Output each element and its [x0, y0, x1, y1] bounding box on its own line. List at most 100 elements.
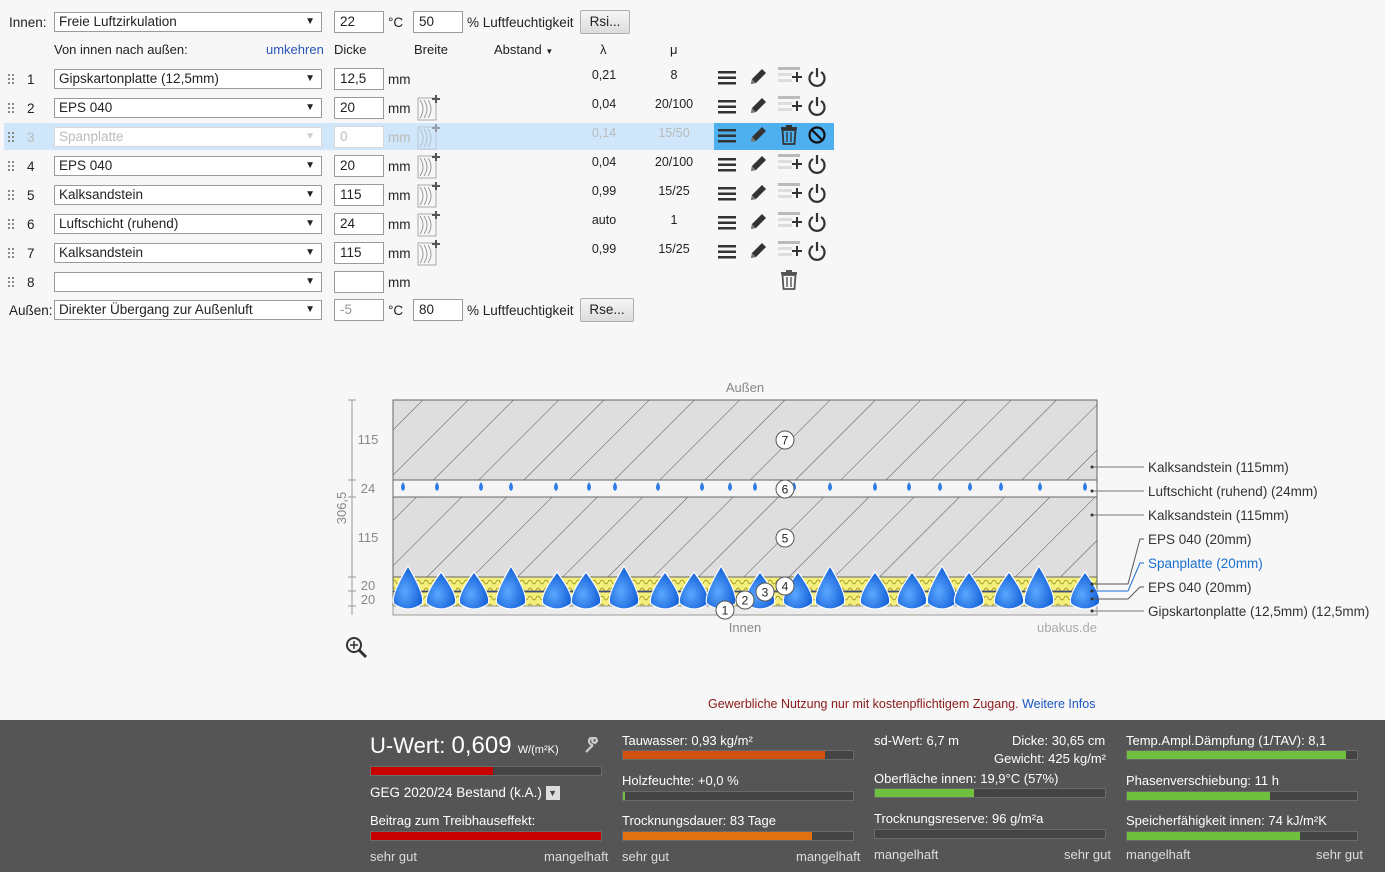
- layer-material-select[interactable]: EPS 040 ▼: [54, 156, 322, 176]
- add-width-icon[interactable]: [417, 182, 441, 211]
- layer-lambda: 0,14: [591, 126, 617, 140]
- add-width-icon[interactable]: [417, 124, 441, 153]
- inner-condition-select[interactable]: Freie Luftzirkulation ▼: [54, 12, 322, 32]
- layer-menu-icon[interactable]: [718, 186, 740, 208]
- layer-thickness-input[interactable]: [334, 271, 384, 293]
- wrench-icon[interactable]: [583, 735, 601, 755]
- power-toggle-icon[interactable]: [807, 183, 829, 205]
- layer-material-select[interactable]: Gipskartonplatte (12,5mm) ▼: [54, 69, 322, 89]
- layer-material-select[interactable]: Spanplatte ▼: [54, 127, 322, 147]
- add-layer-icon[interactable]: [778, 239, 802, 261]
- outer-temp-input[interactable]: -5: [334, 299, 384, 321]
- edit-pencil-icon[interactable]: [748, 241, 770, 263]
- layer-thickness-unit: mm: [388, 217, 411, 232]
- layer-menu-icon[interactable]: [718, 99, 740, 121]
- power-toggle-icon[interactable]: [807, 154, 829, 176]
- layer-material-select[interactable]: Kalksandstein ▼: [54, 185, 322, 205]
- dropdown-icon[interactable]: ▼: [545, 786, 560, 801]
- layer-menu-icon[interactable]: [718, 157, 740, 179]
- condensation-drop-small: [938, 482, 942, 491]
- layer-thickness-input[interactable]: 24: [334, 213, 384, 235]
- layer-mu: 15/25: [658, 242, 690, 256]
- trocknung-gauge-fill: [623, 832, 812, 840]
- drag-handle-icon[interactable]: [8, 190, 16, 202]
- drag-handle-icon[interactable]: [8, 161, 16, 173]
- condensation-drop-small: [907, 482, 911, 491]
- rsi-button[interactable]: Rsi...: [580, 10, 630, 34]
- inner-humidity-input[interactable]: 50: [413, 11, 463, 33]
- layer-thickness-input[interactable]: 12,5: [334, 68, 384, 90]
- edit-pencil-icon[interactable]: [748, 67, 770, 89]
- drag-handle-icon[interactable]: [8, 219, 16, 231]
- drag-handle-icon[interactable]: [8, 132, 16, 144]
- caret-down-icon: ▼: [545, 47, 554, 56]
- layer-thickness-input[interactable]: 20: [334, 155, 384, 177]
- layer-marker-number: 6: [782, 483, 789, 497]
- layer-thickness-input[interactable]: 115: [334, 184, 384, 206]
- drag-handle-icon[interactable]: [8, 248, 16, 260]
- col-mu: μ: [670, 42, 678, 57]
- add-layer-icon[interactable]: [778, 65, 802, 87]
- add-width-icon[interactable]: [417, 153, 441, 182]
- more-info-link[interactable]: Weitere Infos: [1022, 697, 1096, 711]
- outer-condition-select[interactable]: Direkter Übergang zur Außenluft ▼: [54, 300, 322, 320]
- power-toggle-icon[interactable]: [807, 212, 829, 234]
- legend-leader-dot: [1090, 582, 1094, 586]
- delete-trash-icon[interactable]: [780, 125, 802, 147]
- delete-trash-icon[interactable]: [780, 270, 802, 292]
- layer-menu-icon[interactable]: [718, 244, 740, 266]
- uwert-gauge-fill: [371, 767, 493, 775]
- condensation-drop: [570, 570, 602, 610]
- reverse-link[interactable]: umkehren: [266, 42, 324, 57]
- scale-good-4: sehr gut: [1316, 847, 1363, 862]
- condensation-drop: [859, 570, 891, 610]
- outer-humidity-input[interactable]: 80: [413, 299, 463, 321]
- drag-handle-icon[interactable]: [8, 277, 16, 289]
- layer-menu-icon[interactable]: [718, 215, 740, 237]
- power-toggle-icon[interactable]: [807, 67, 829, 89]
- layer-thickness-input[interactable]: 20: [334, 97, 384, 119]
- layer-thickness-input[interactable]: 0: [334, 126, 384, 148]
- edit-pencil-icon[interactable]: [748, 96, 770, 118]
- layer-thickness-input[interactable]: 115: [334, 242, 384, 264]
- edit-pencil-icon[interactable]: [748, 154, 770, 176]
- condensation-drop: [678, 570, 710, 610]
- rse-button[interactable]: Rse...: [580, 298, 634, 322]
- layer-menu-icon[interactable]: [718, 128, 740, 150]
- dimension-label: 115: [358, 530, 379, 545]
- layer-menu-icon[interactable]: [718, 70, 740, 92]
- drag-handle-icon[interactable]: [8, 103, 16, 115]
- edit-pencil-icon[interactable]: [748, 183, 770, 205]
- layer-material-select[interactable]: EPS 040 ▼: [54, 98, 322, 118]
- drag-handle-icon[interactable]: [8, 74, 16, 86]
- geg-label[interactable]: GEG 2020/24 Bestand (k.A.) ▼: [370, 785, 560, 801]
- layer-marker-circle: [775, 576, 795, 596]
- layer-material-select[interactable]: Kalksandstein ▼: [54, 243, 322, 263]
- edit-pencil-icon[interactable]: [748, 212, 770, 234]
- condensation-drop-small: [968, 482, 972, 491]
- edit-pencil-icon[interactable]: [748, 125, 770, 147]
- zoom-in-icon[interactable]: [346, 637, 368, 659]
- layer-number: 7: [27, 246, 35, 261]
- add-layer-icon[interactable]: [778, 152, 802, 174]
- layer-thickness-unit: mm: [388, 72, 411, 87]
- add-width-icon[interactable]: [417, 211, 441, 240]
- condensation-drop-small: [873, 482, 877, 491]
- tauwasser-gauge: [622, 750, 854, 760]
- add-layer-icon[interactable]: [778, 181, 802, 203]
- col-spacing[interactable]: Abstand ▼: [494, 40, 553, 62]
- condensation-drop: [608, 564, 640, 610]
- layer-material-select[interactable]: ▼: [54, 272, 322, 292]
- power-toggle-icon[interactable]: [807, 241, 829, 263]
- add-width-icon[interactable]: [417, 95, 441, 124]
- add-layer-icon[interactable]: [778, 94, 802, 116]
- add-width-icon[interactable]: [417, 240, 441, 269]
- disabled-ban-icon[interactable]: [807, 125, 829, 147]
- oberflaeche-gauge-fill: [875, 789, 974, 797]
- layer-number: 1: [27, 72, 35, 87]
- uwert-gauge: [370, 766, 602, 776]
- add-layer-icon[interactable]: [778, 210, 802, 232]
- inner-temp-input[interactable]: 22: [334, 11, 384, 33]
- power-toggle-icon[interactable]: [807, 96, 829, 118]
- layer-material-select[interactable]: Luftschicht (ruhend) ▼: [54, 214, 322, 234]
